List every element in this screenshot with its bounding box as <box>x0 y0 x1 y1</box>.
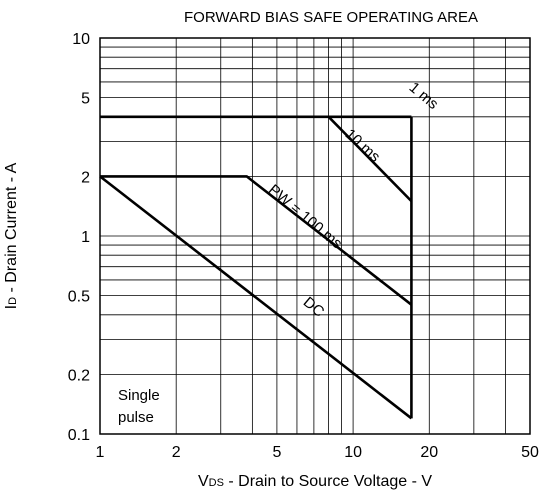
y-tick-label: 2 <box>81 169 90 186</box>
x-tick-label: 20 <box>420 444 438 461</box>
y-axis-title-sub: D <box>7 297 19 305</box>
y-tick-label: 0.5 <box>68 289 90 306</box>
curves <box>99 115 413 420</box>
plot-area <box>99 37 531 435</box>
curve-label: 1 ms <box>406 79 442 113</box>
y-tick-label: 5 <box>81 91 90 108</box>
y-tick-label: 10 <box>72 31 90 48</box>
y-axis-title: ID - Drain Current - A <box>3 162 20 309</box>
x-axis-title-prefix: V <box>198 473 209 490</box>
y-tick-label: 1 <box>81 229 90 246</box>
curve-label: DC <box>300 294 328 321</box>
series-dc-line <box>99 175 413 420</box>
x-tick-label: 5 <box>272 444 281 461</box>
single-pulse-note-line1: Single <box>118 387 160 404</box>
x-tick-label: 2 <box>172 444 181 461</box>
x-axis-title: VDS - Drain to Source Voltage - V <box>198 473 432 490</box>
y-tick-label: 0.2 <box>68 367 90 384</box>
x-axis-title-sub: DS <box>209 477 224 489</box>
single-pulse-note-line2: pulse <box>118 409 154 426</box>
y-axis-title-rest: - Drain Current - A <box>3 162 20 297</box>
chart-title: FORWARD BIAS SAFE OPERATING AREA <box>184 9 478 26</box>
curve-label: 10 ms <box>342 126 384 166</box>
y-axis-title-prefix: I <box>3 305 20 309</box>
x-tick-label: 50 <box>521 444 539 461</box>
x-tick-label: 1 <box>96 444 105 461</box>
tick-labels: 1 2 5 10 20 50 0.1 0.2 0.5 1 2 5 10 <box>68 31 539 461</box>
grid <box>100 38 530 434</box>
series-pw-100-ms-line <box>100 175 413 306</box>
x-axis-title-rest: - Drain to Source Voltage - V <box>224 473 432 490</box>
x-tick-label: 10 <box>344 444 362 461</box>
y-tick-label: 0.1 <box>68 427 90 444</box>
series-10-ms-line <box>327 115 413 203</box>
